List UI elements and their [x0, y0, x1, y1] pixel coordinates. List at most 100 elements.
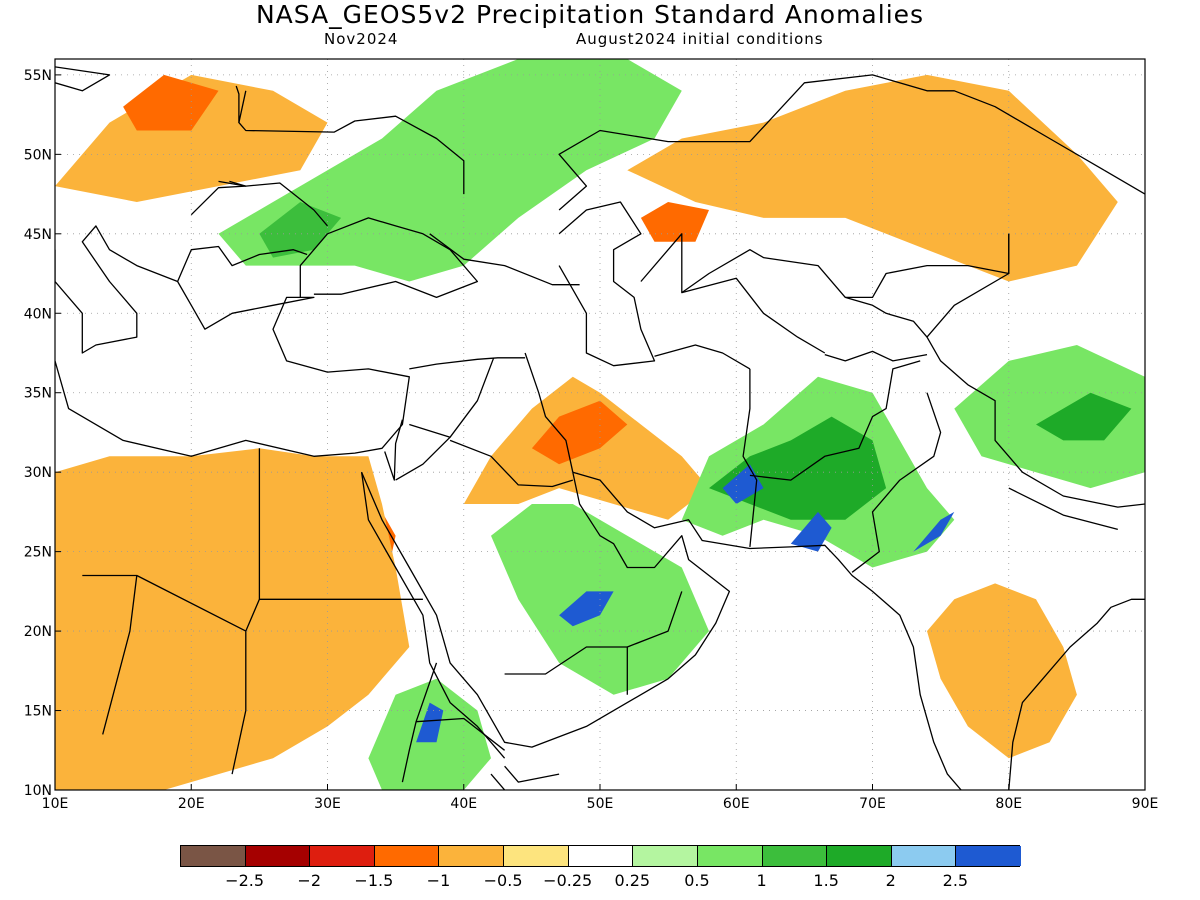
syria-iraq-line [449, 357, 495, 438]
initial-conditions: August2024 initial conditions [576, 30, 824, 48]
map-title: NASA_GEOS5v2 Precipitation Standard Anom… [255, 0, 925, 29]
colorbar-label: −1 [426, 871, 451, 890]
colorbar-label: 0.5 [684, 871, 710, 890]
balkans-line [177, 245, 308, 282]
chad-sudan-line [231, 631, 247, 775]
colorbar-label: 2 [885, 871, 896, 890]
lon-tick-label: 60E [723, 796, 750, 812]
anomaly-regions [55, 59, 1145, 790]
china-west-line [926, 233, 1145, 508]
anomaly-region-19 [1036, 392, 1132, 441]
lat-tick-label: 30N [24, 465, 52, 481]
saudi-iraq-line [449, 439, 573, 488]
anomaly-region-4 [531, 400, 628, 465]
red-sea-arabia-coast-line [361, 471, 731, 748]
colorbar-swatch [310, 846, 375, 866]
lon-tick-label: 80E [995, 796, 1022, 812]
anomaly-region-16 [55, 74, 328, 202]
colorbar-swatch [956, 846, 1021, 866]
pakistan-india-line [851, 392, 942, 573]
lat-tick-label: 15N [24, 704, 52, 720]
eritrea-line [415, 662, 505, 751]
kazakhstan-russia-line [558, 74, 1105, 211]
lat-tick-label: 55N [24, 68, 52, 84]
lat-tick-label: 25N [24, 545, 52, 561]
colorbar-label: 0.25 [614, 871, 651, 890]
political-lines [55, 66, 1145, 790]
caspian-sea-line [558, 201, 656, 367]
colorbar-swatch [633, 846, 698, 866]
ukraine-russia-line [238, 90, 465, 195]
anomaly-region-12 [627, 74, 1118, 282]
black-sea-line [299, 217, 479, 299]
russia-caucasus-line [429, 233, 580, 286]
cape-area-line [55, 66, 111, 92]
colorbar-swatch [827, 846, 892, 866]
anomaly-region-13 [640, 202, 709, 242]
lon-tick-label: 90E [1132, 796, 1159, 812]
anomaly-region-2 [55, 448, 410, 790]
colorbar-label: −0.25 [543, 871, 593, 890]
lon-tick-label: 40E [450, 796, 477, 812]
lat-tick-label: 45N [24, 227, 52, 243]
lat-tick-label: 10N [24, 783, 52, 799]
colorbar-label: −2 [297, 871, 322, 890]
iran-afghanistan-line [742, 368, 758, 547]
colorbar-label: 1 [756, 871, 767, 890]
colorbar-label: −0.5 [483, 871, 523, 890]
hungary-romania-line [190, 180, 247, 216]
anomaly-region-6 [559, 591, 614, 627]
china-mongolia-line [1103, 169, 1145, 195]
gulf-of-aden-africa-line [504, 765, 560, 783]
afghanistan-pakistan-line [749, 360, 921, 481]
niger-chad-line [102, 575, 138, 735]
anomaly-region-11 [913, 511, 955, 552]
colorbar-label: −1.5 [354, 871, 394, 890]
lon-tick-label: 70E [859, 796, 886, 812]
colorbar-swatch [374, 846, 440, 866]
lon-tick-label: 30E [314, 796, 341, 812]
lat-tick-label: 50N [24, 147, 52, 163]
colorbar-swatch [891, 846, 957, 866]
mediterranean-coast-line [55, 225, 410, 457]
colorbar-label: 1.5 [813, 871, 839, 890]
iran-turkmenistan-line [654, 344, 751, 370]
anomaly-region-14 [218, 59, 682, 282]
tajik-afghan-line [824, 350, 928, 362]
iraq-iran-line [524, 352, 574, 473]
turkey-south-line [409, 357, 526, 370]
ethiopia-line [401, 721, 417, 783]
lon-tick-label: 50E [587, 796, 614, 812]
oman-yemen-line [626, 591, 683, 695]
jordan-iraq-line [395, 423, 451, 481]
lat-tick-label: 20N [24, 624, 52, 640]
africa-east-coast-line [360, 472, 506, 759]
axis-ticks: 10E 20E 30E 40E 50E 60E 70E 80E 90E 10N 15N 20N 25N 3… [24, 68, 1159, 812]
kazakhstan-south-line [640, 233, 1010, 299]
anomaly-region-10 [790, 511, 832, 552]
lon-tick-label: 20E [178, 796, 205, 812]
egypt-east-line [384, 419, 404, 481]
colorbar-swatch [181, 846, 246, 866]
colorbar-label: 2.5 [942, 871, 969, 890]
anomaly-region-17 [123, 74, 219, 131]
target-month: Nov2024 [324, 30, 399, 48]
ethiopia-somalia-line [490, 773, 506, 790]
lat-tick-label: 40N [24, 306, 52, 322]
india-east-coast-line [1008, 598, 1145, 790]
persian-gulf-iran-line [572, 471, 962, 790]
lat-tick-label: 35N [24, 386, 52, 402]
colorbar-swatch [439, 846, 505, 866]
india-nepal-line [1008, 487, 1118, 531]
colorbar-swatch [568, 846, 634, 866]
anomaly-region-21 [416, 702, 444, 743]
colorbar-label: −2.5 [225, 871, 265, 890]
anomaly-region-15 [259, 202, 342, 258]
colorbar [180, 845, 1021, 867]
colorbar-swatch [697, 846, 763, 866]
lon-tick-label: 10E [42, 796, 69, 812]
uzbek-kyrgyz-line [845, 296, 928, 338]
colorbar-swatch [504, 846, 569, 866]
colorbar-swatch [245, 846, 311, 866]
